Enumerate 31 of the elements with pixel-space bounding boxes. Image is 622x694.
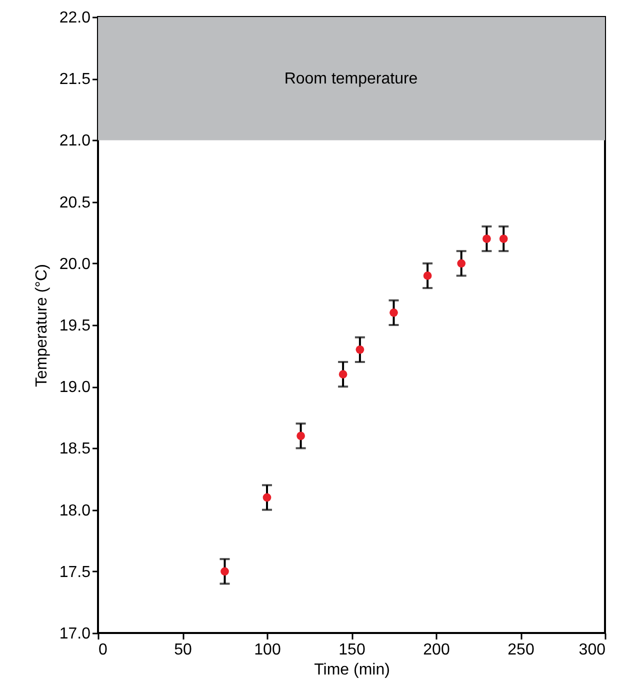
y-tick-label: 19.5	[59, 318, 91, 334]
x-tick-label: 50	[174, 642, 192, 658]
band-label: Room temperature	[284, 70, 418, 88]
y-tick-label: 17.5	[59, 564, 91, 581]
x-tick-label: 0	[98, 642, 108, 658]
point	[499, 234, 508, 243]
x-tick-label: 150	[338, 642, 366, 658]
point	[390, 308, 398, 317]
x-tick-label: 250	[508, 642, 534, 658]
x-axis-title: Time (min)	[314, 662, 390, 678]
y-tick-label: 20.5	[59, 194, 91, 212]
y-tick-label: 18.0	[59, 502, 91, 520]
y-tick-label: 18.5	[59, 440, 91, 458]
point	[296, 432, 305, 440]
y-tick-label: 21.5	[59, 71, 91, 88]
x-tick-label: 100	[254, 642, 281, 658]
y-tick-label: 19.0	[59, 379, 91, 396]
point	[356, 345, 364, 354]
point	[262, 493, 272, 502]
point	[220, 567, 229, 576]
y-tick-label: 22.0	[59, 10, 91, 26]
y-tick-label: 20.0	[59, 256, 91, 273]
point	[457, 259, 466, 268]
y-tick-label: 17.0	[59, 626, 91, 642]
point	[338, 370, 348, 378]
x-tick-label: 200	[423, 642, 450, 658]
y-tick-label: 21.0	[59, 132, 91, 150]
x-tick-label: 300	[578, 642, 606, 658]
y-axis-title: Temperature (°C)	[33, 264, 50, 387]
point	[423, 272, 432, 280]
point	[482, 234, 491, 243]
